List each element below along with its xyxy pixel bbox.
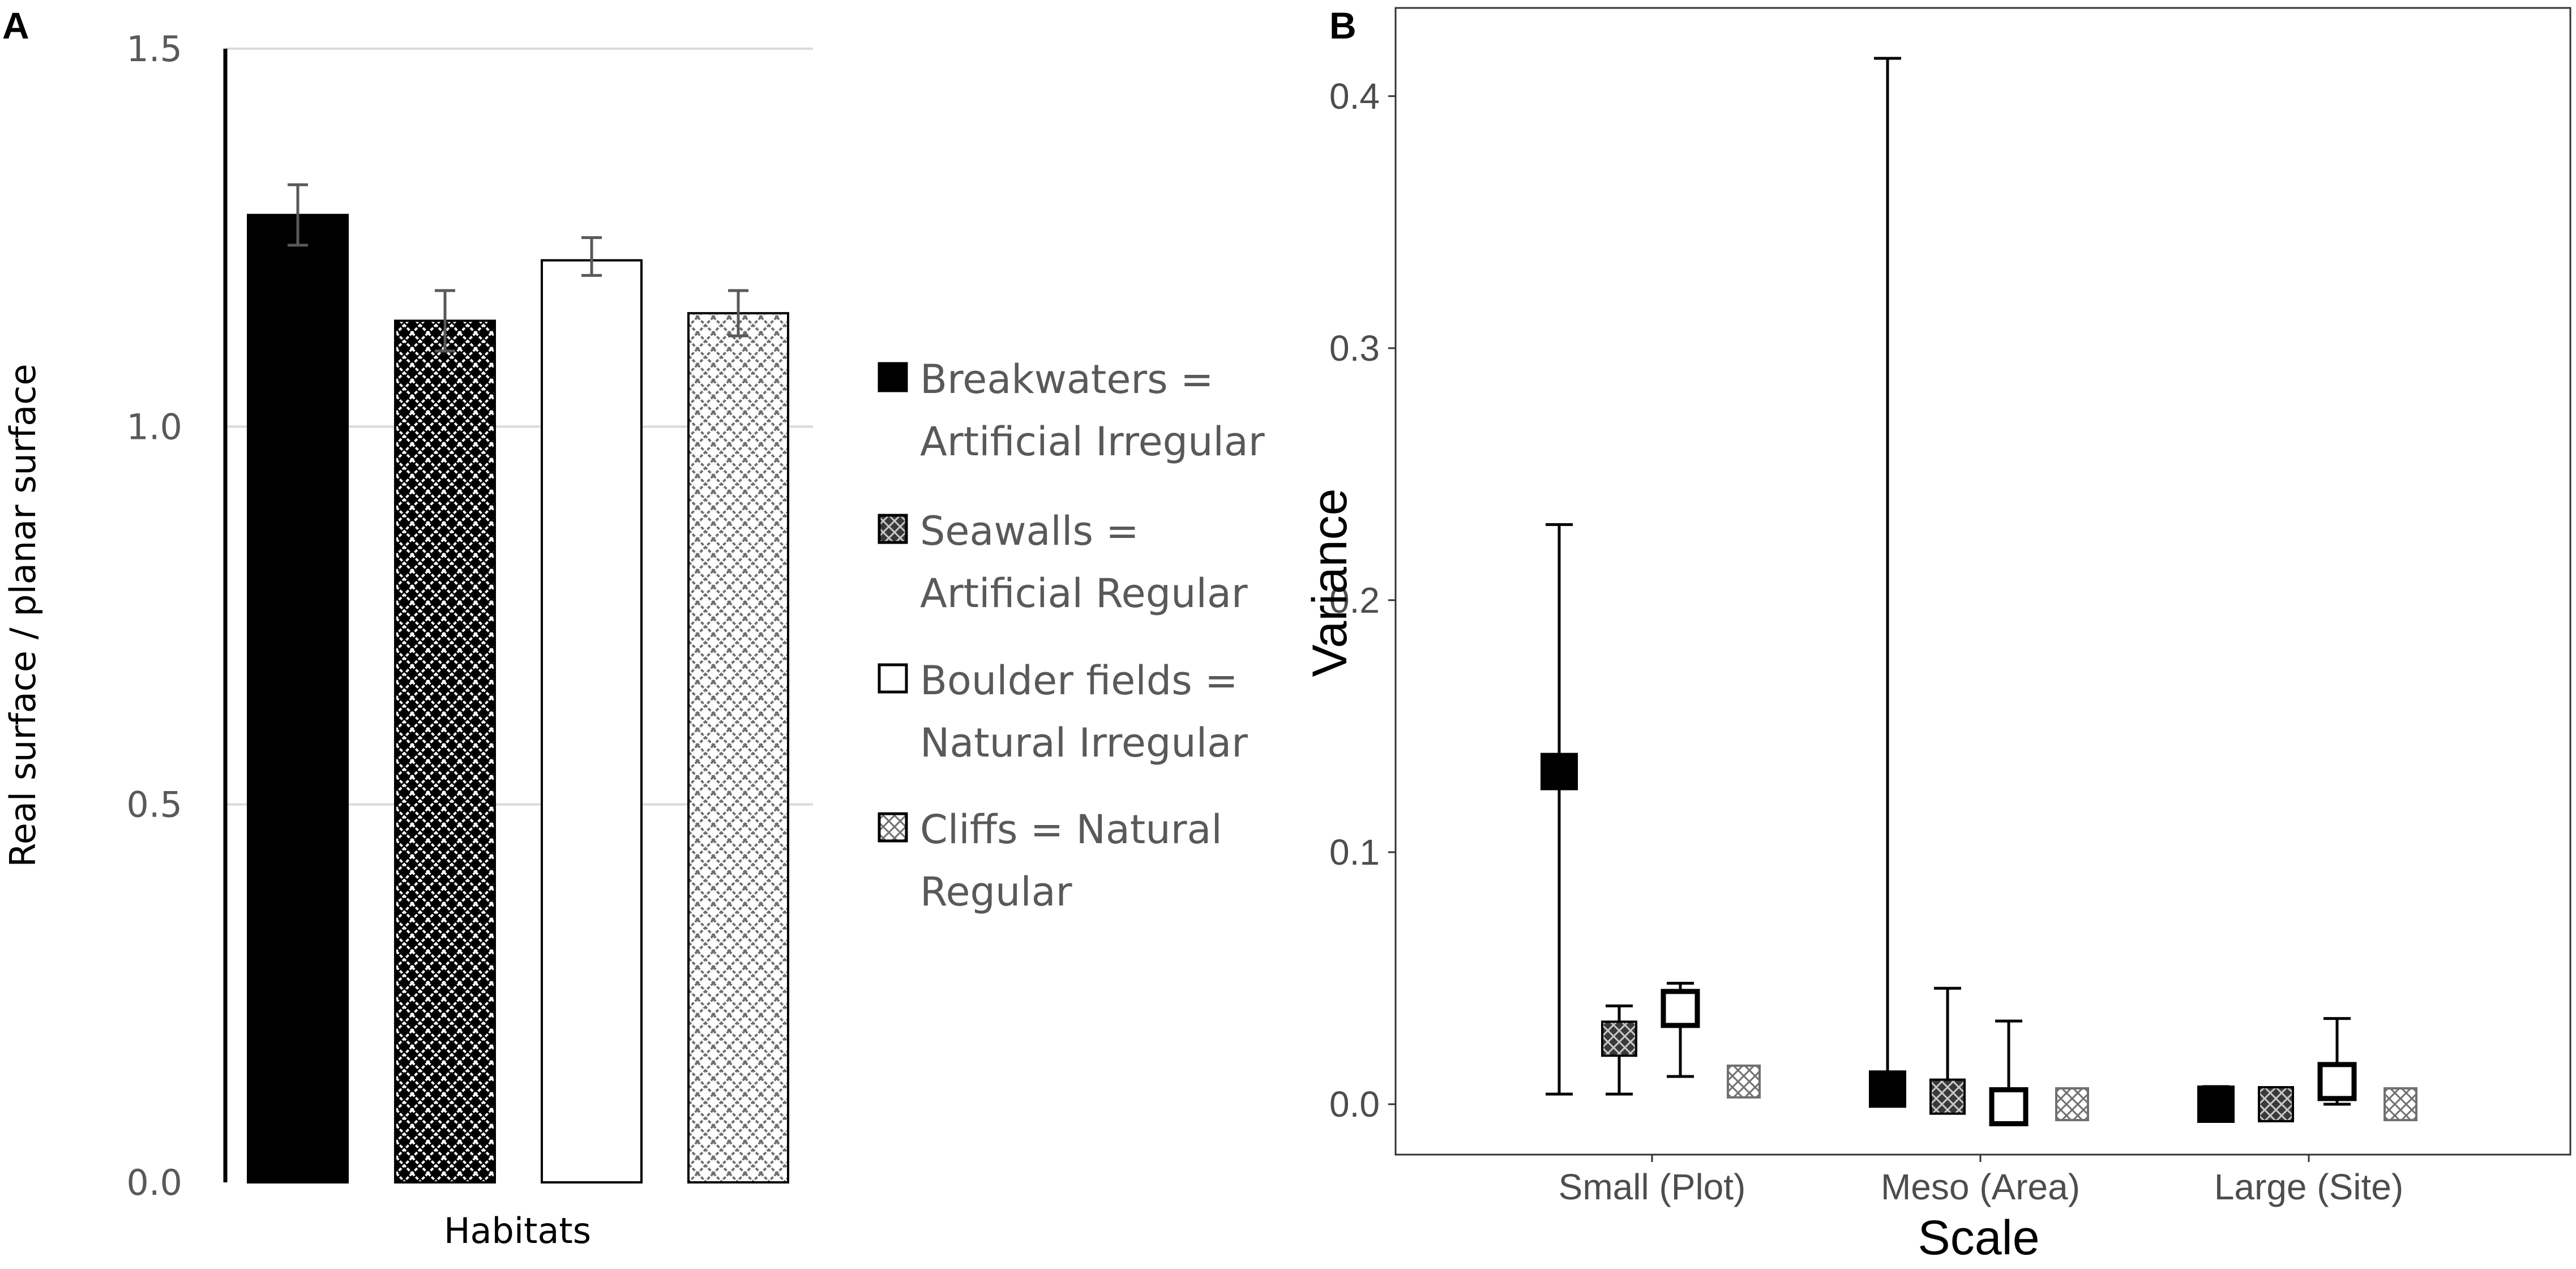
- bar-seawalls: [394, 319, 496, 1183]
- panel-a-x-axis-title: Habitats: [444, 1210, 591, 1251]
- panel-b-plot-frame: [1394, 7, 2571, 1156]
- panel-a-y-tick: 1.0: [126, 406, 182, 447]
- point-seawalls-0: [1601, 1020, 1637, 1057]
- point-breakwaters-1: [1869, 1070, 1906, 1108]
- legend-label: Artificial Regular: [920, 570, 1248, 617]
- panel-b-y-tick: 0.4: [1329, 76, 1380, 117]
- panel-b-x-tick: Large (Site): [2214, 1167, 2403, 1207]
- panel-b-axes: 0.0 0.1 0.2 0.3 0.4 Small (Plot) Meso (Area) La…: [1329, 76, 2403, 1207]
- legend-swatch: [878, 362, 908, 392]
- point-cliffs-1: [2055, 1087, 2089, 1121]
- legend-label: Natural Irregular: [920, 720, 1248, 766]
- legend-swatch: [878, 514, 908, 544]
- panel-b-error-bars: [1546, 57, 2351, 1108]
- panel-b-x-tick: Small (Plot): [1559, 1167, 1746, 1207]
- legend-label: Boulder fields =: [920, 657, 1238, 704]
- panel-b-y-axis-title: Variance: [1303, 488, 1357, 677]
- panel-a-error-bars: [288, 183, 748, 353]
- point-cliffs-2: [2384, 1087, 2417, 1121]
- panel-b-y-tick: 0.0: [1329, 1084, 1380, 1125]
- panel-b-y-tick: 0.1: [1329, 832, 1380, 873]
- point-boulder-2: [2317, 1062, 2357, 1101]
- panel-a-y-tick: 0.0: [126, 1162, 182, 1203]
- point-breakwaters-0: [1541, 753, 1578, 791]
- panel-b-x-tick: Meso (Area): [1881, 1167, 2080, 1207]
- legend: Breakwaters = Artificial Irregular Seawall…: [878, 356, 1265, 915]
- panel-b-points: [1541, 753, 2417, 1126]
- panel-b-y-tick: 0.2: [1329, 580, 1380, 621]
- panel-b-y-tick: 0.3: [1329, 328, 1380, 369]
- panel-a-y-axis-title: Real surface / planar surface: [2, 364, 44, 867]
- legend-label: Artificial Irregular: [920, 418, 1265, 465]
- panel-a-letter: A: [2, 5, 29, 46]
- panel-b-x-axis-title: Scale: [1918, 1211, 2039, 1265]
- point-seawalls-2: [2258, 1086, 2294, 1122]
- panel-a-y-tick: 1.5: [126, 28, 182, 70]
- panel-a-bars: [247, 213, 789, 1184]
- legend-label: Cliffs = Natural: [920, 806, 1222, 853]
- point-boulder-0: [1661, 989, 1700, 1028]
- panel-a-y-tick: 0.5: [126, 784, 182, 826]
- point-boulder-1: [1989, 1087, 2029, 1126]
- legend-label: Regular: [920, 869, 1072, 915]
- legend-swatch: [878, 812, 908, 843]
- panel-b-letter: B: [1329, 5, 1357, 46]
- legend-label: Breakwaters =: [920, 356, 1214, 403]
- panel-a-y-tick-labels: 0.0 0.5 1.0 1.5: [126, 28, 182, 1203]
- bar-cliffs: [687, 312, 789, 1184]
- legend-label: Seawalls =: [920, 508, 1139, 554]
- bar-breakwaters: [247, 213, 349, 1183]
- point-breakwaters-2: [2197, 1085, 2235, 1123]
- point-cliffs-0: [1727, 1064, 1761, 1099]
- bar-boulder: [541, 259, 643, 1183]
- point-seawalls-1: [1929, 1078, 1966, 1115]
- legend-swatch: [878, 663, 908, 694]
